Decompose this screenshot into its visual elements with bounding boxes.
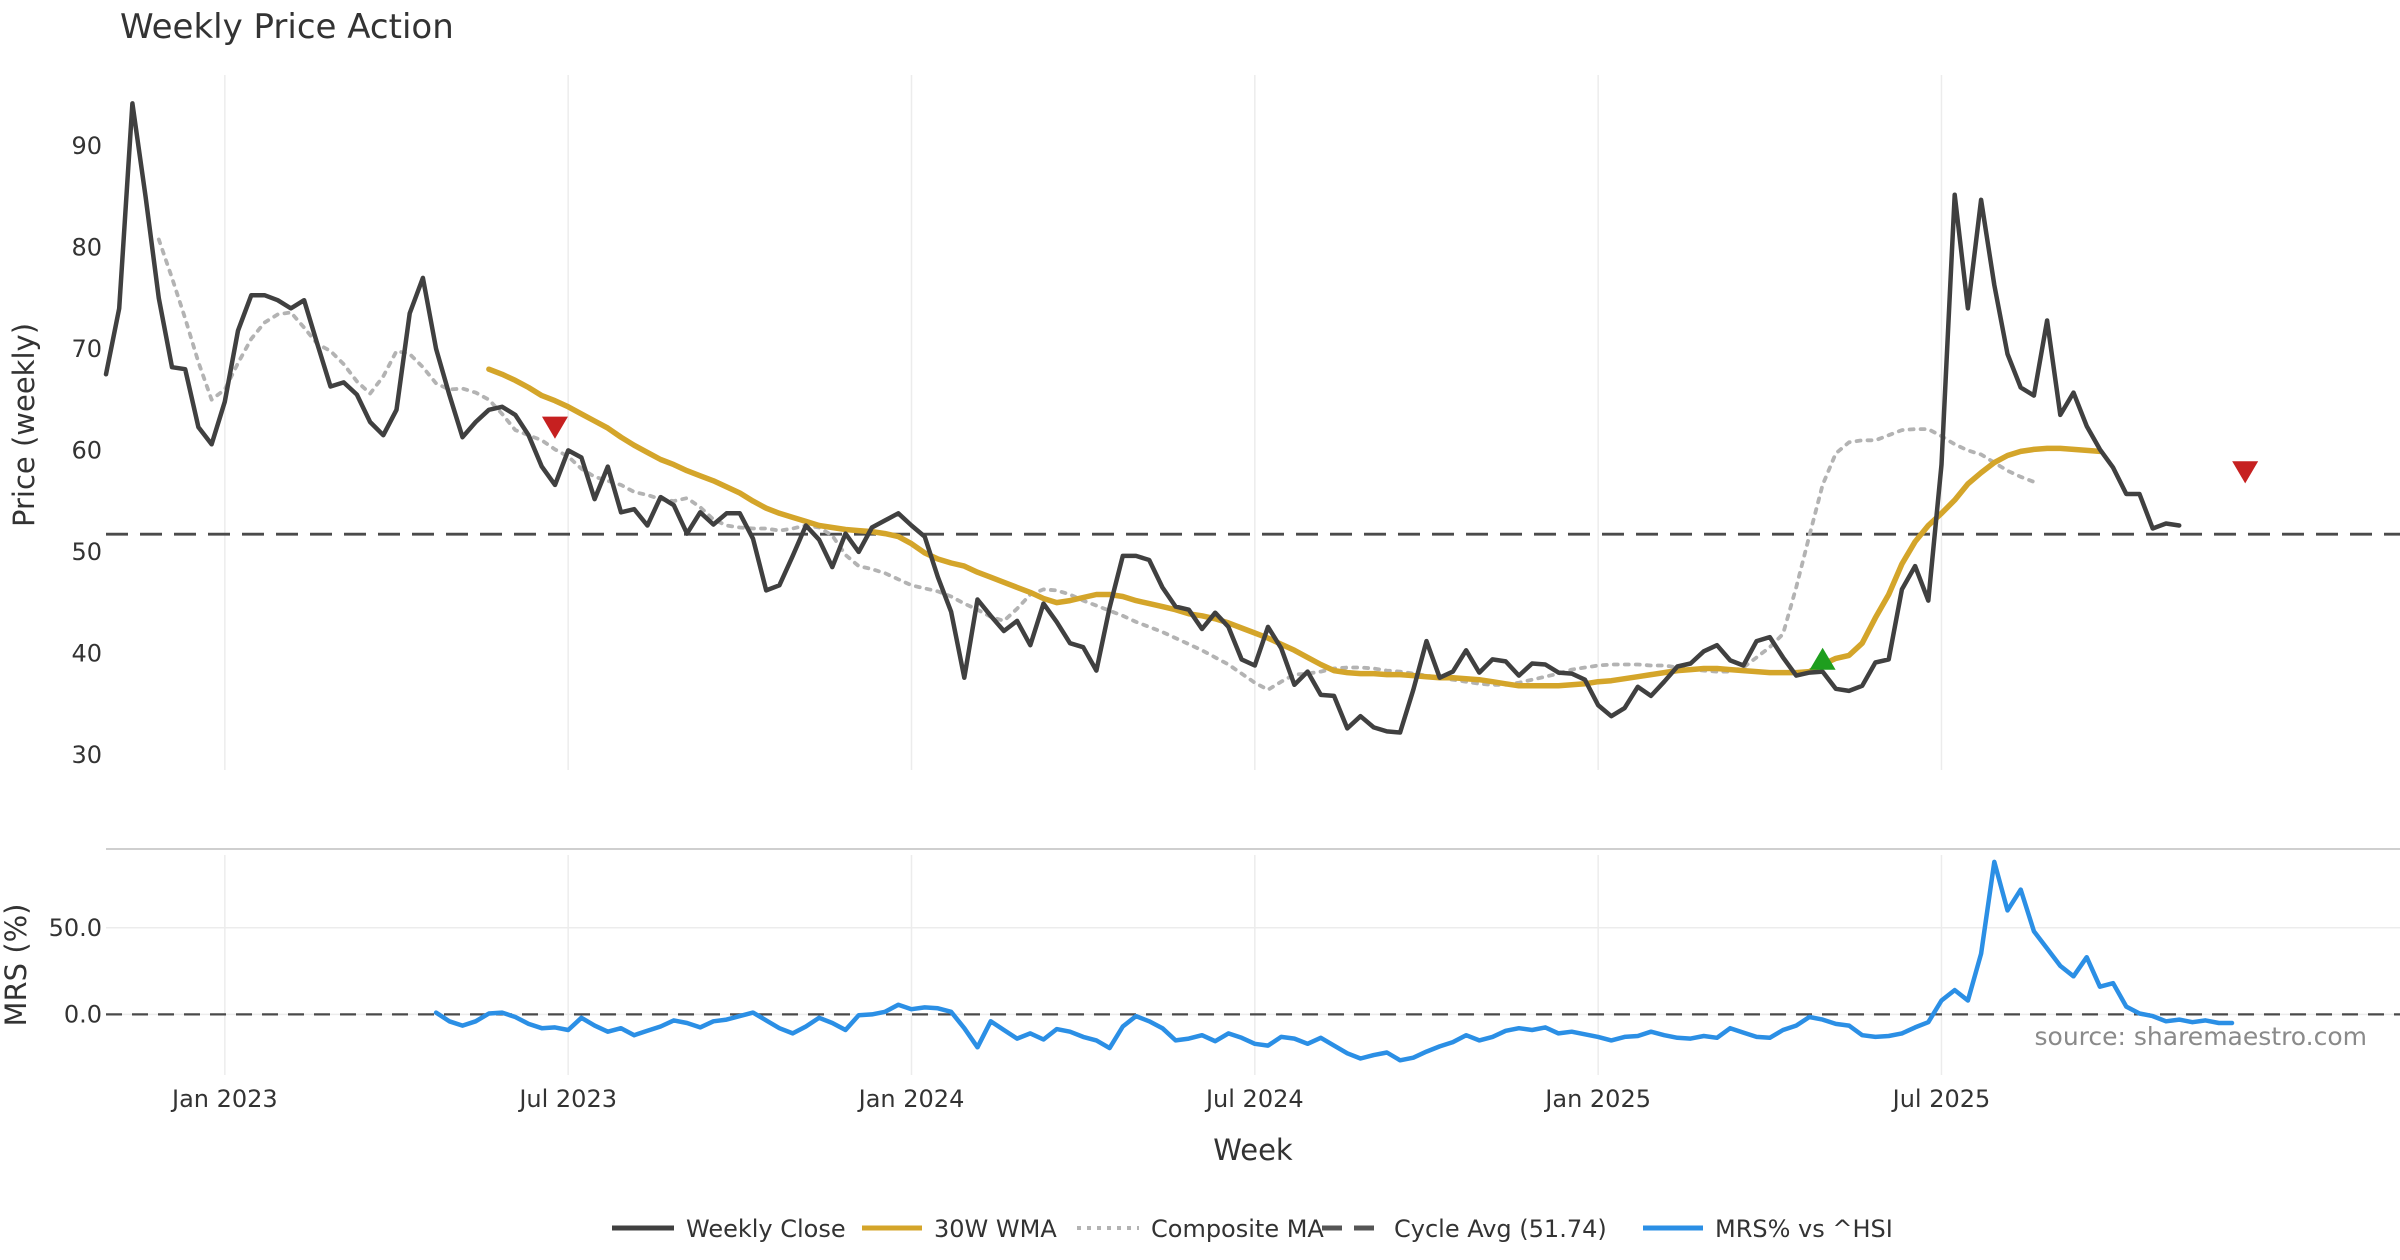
price-y-tick-label: 70 xyxy=(71,335,102,363)
x-tick-label: Jul 2025 xyxy=(1891,1085,1991,1113)
source-note: source: sharemaestro.com xyxy=(2035,1022,2368,1051)
chart-title: Weekly Price Action xyxy=(120,7,454,47)
legend-item-mrs-vs-hsi: MRS% vs ^HSI xyxy=(1643,1215,1893,1243)
x-ticks: Jan 2023 Jul 2023 Jan 2024 Jul 2024 Jan 2025… xyxy=(170,1085,1990,1113)
price-series-group xyxy=(103,101,2182,735)
price-y-tick-label: 80 xyxy=(71,233,102,261)
price-y-tick-label: 40 xyxy=(71,639,102,667)
x-axis-title: Week xyxy=(1213,1133,1293,1167)
legend-label: 30W WMA xyxy=(934,1215,1057,1243)
x-tick-label: Jan 2025 xyxy=(1543,1085,1651,1113)
legend-item-composite-ma: Composite MA xyxy=(1077,1215,1324,1243)
legend-label: Cycle Avg (51.74) xyxy=(1394,1215,1607,1243)
buy-signal-marker xyxy=(1809,647,1836,670)
legend-item-30w-wma: 30W WMA xyxy=(862,1215,1057,1243)
legend-item-weekly-close: Weekly Close xyxy=(612,1215,846,1243)
weekly-close-line xyxy=(103,101,2182,735)
30w-wma-line xyxy=(486,366,2103,689)
legend: Weekly Close 30W WMA Composite MA Cycle Avg… xyxy=(612,1215,1893,1243)
legend-item-cycle-avg-51-74: Cycle Avg (51.74) xyxy=(1322,1215,1607,1243)
mrs-y-axis-title: MRS (%) xyxy=(0,904,33,1027)
mrs-series-group xyxy=(433,859,2235,1063)
legend-label: Composite MA xyxy=(1151,1215,1324,1243)
mrs-y-tick-label: 50.0 xyxy=(49,914,102,942)
price-y-tick-label: 30 xyxy=(71,741,102,769)
price-y-tick-label: 60 xyxy=(71,436,102,464)
price-y-ticks: 30 40 50 60 70 80 90 xyxy=(71,132,102,769)
composite-ma-line xyxy=(156,237,2036,692)
x-tick-label: Jul 2023 xyxy=(517,1085,617,1113)
mrs-vs-hsi-line xyxy=(433,859,2235,1063)
legend-label: Weekly Close xyxy=(686,1215,846,1243)
mrs-y-tick-label: 0.0 xyxy=(64,1000,102,1028)
sell-signal-marker xyxy=(2232,461,2259,484)
signal-markers xyxy=(541,416,2259,670)
x-tick-label: Jan 2024 xyxy=(857,1085,965,1113)
sell-signal-marker xyxy=(541,416,568,439)
price-y-axis-title: Price (weekly) xyxy=(7,323,41,527)
price-y-tick-label: 90 xyxy=(71,132,102,160)
mrs-y-ticks: 0.0 50.0 xyxy=(49,914,102,1029)
x-tick-label: Jul 2024 xyxy=(1204,1085,1304,1113)
legend-label: MRS% vs ^HSI xyxy=(1715,1215,1893,1243)
x-tick-label: Jan 2023 xyxy=(170,1085,278,1113)
price-y-tick-label: 50 xyxy=(71,538,102,566)
